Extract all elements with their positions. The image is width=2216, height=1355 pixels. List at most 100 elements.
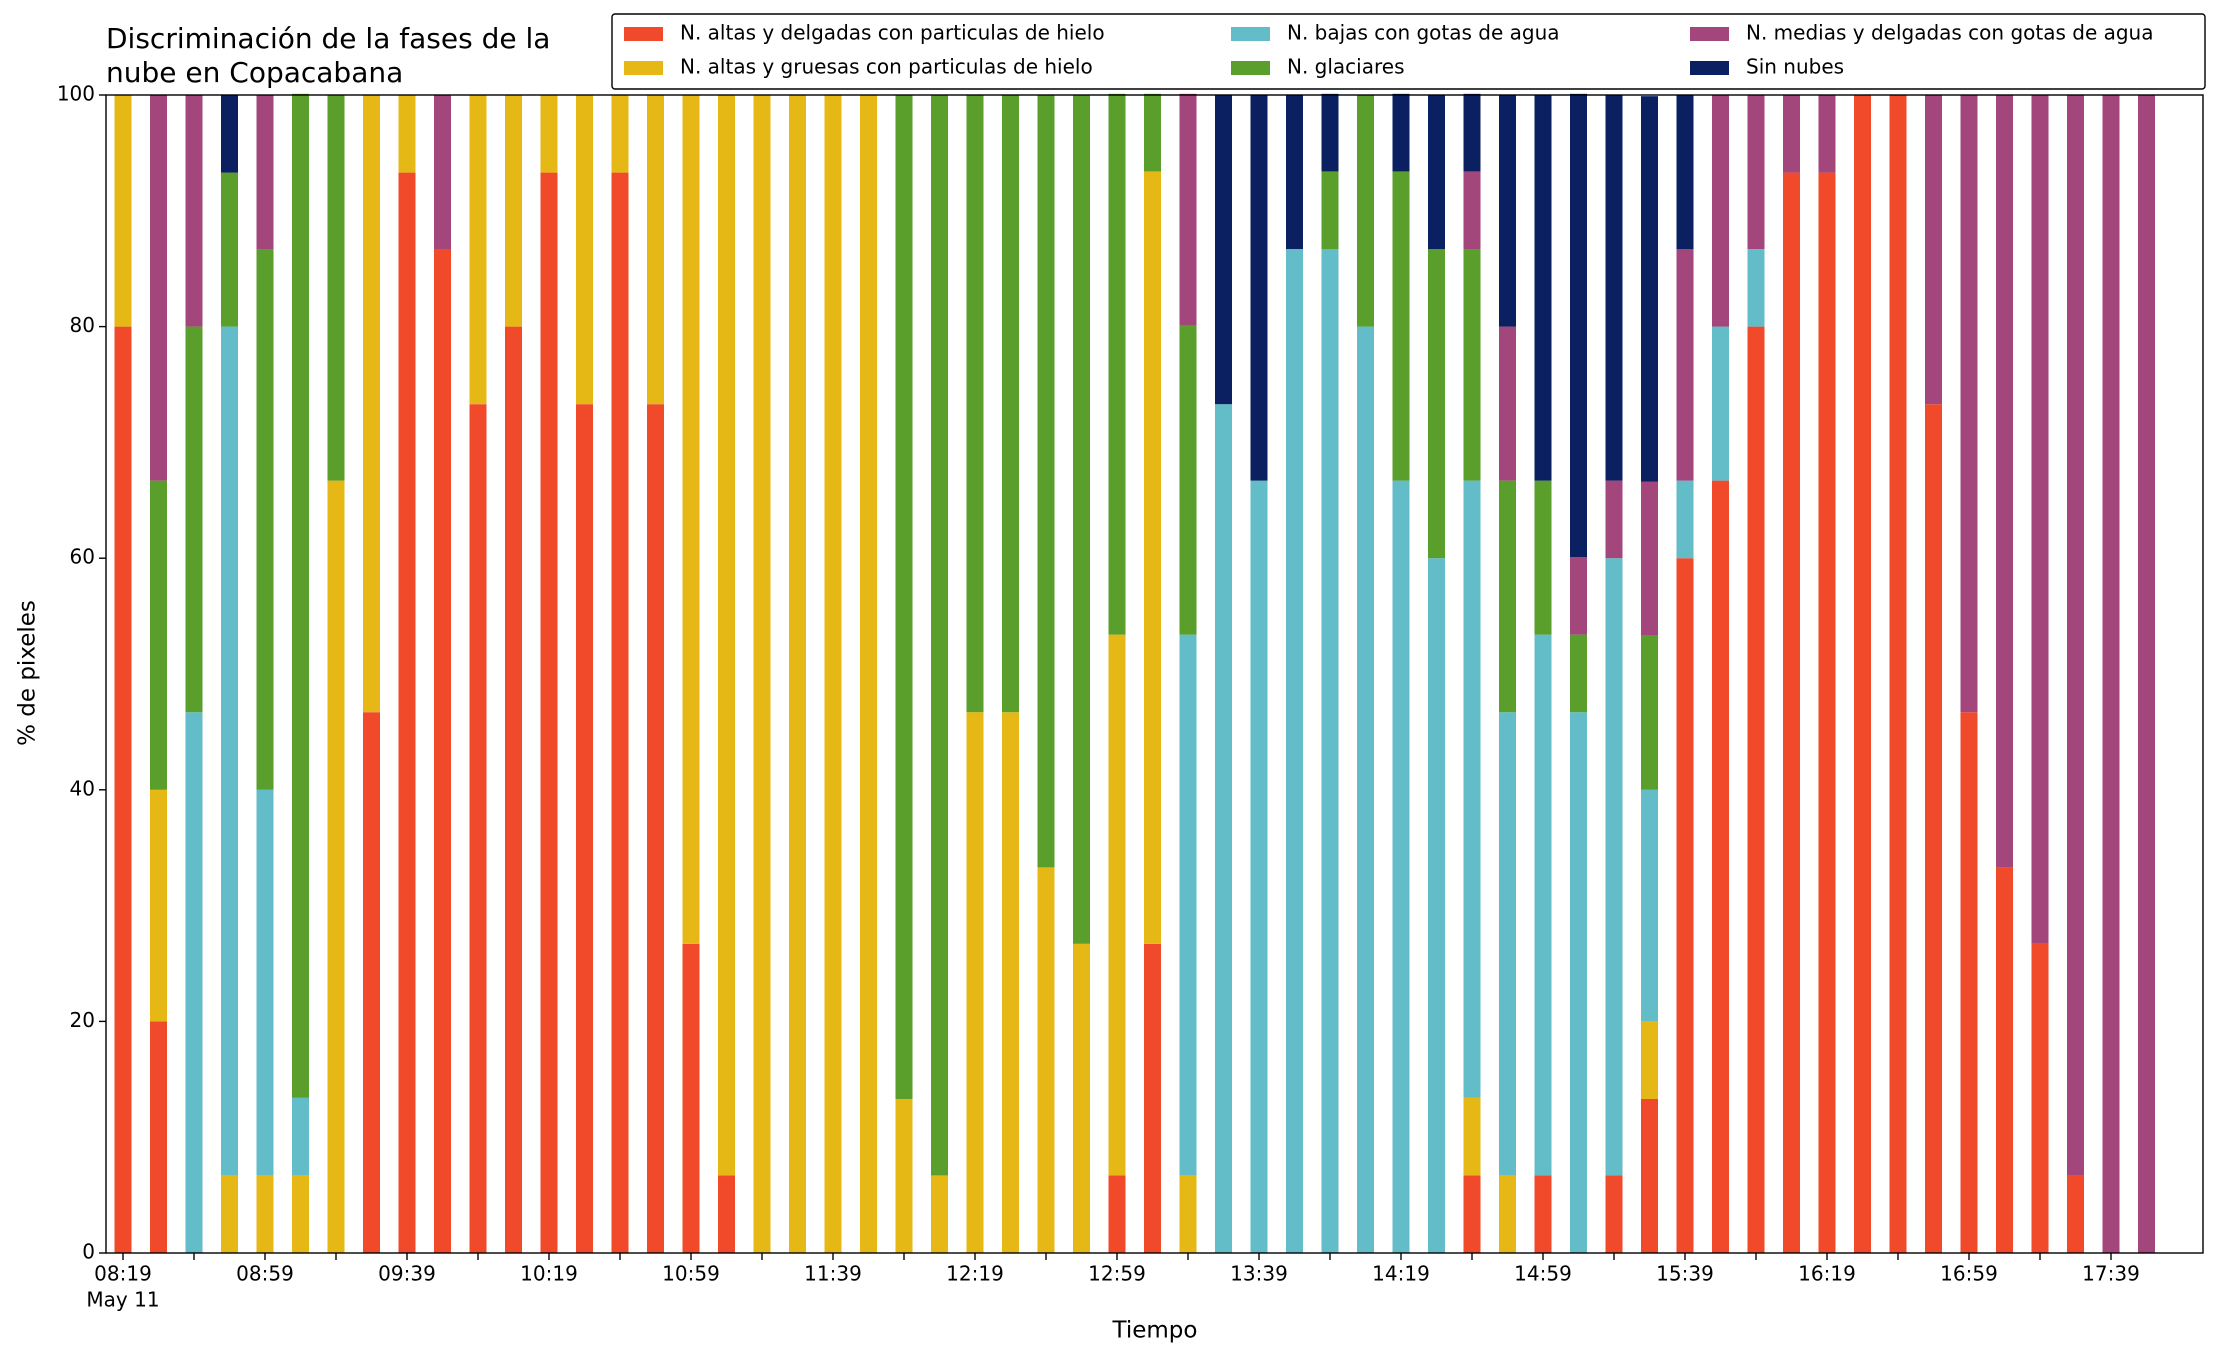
legend-label: N. bajas con gotas de agua bbox=[1287, 21, 1560, 45]
bar-segment bbox=[150, 789, 167, 1022]
bar-segment bbox=[1605, 95, 1623, 481]
bar-segment bbox=[1428, 249, 1445, 559]
bar-segment bbox=[398, 95, 416, 173]
bar-segment bbox=[1641, 635, 1658, 790]
bar-segment bbox=[1747, 326, 1765, 1254]
bar-segment bbox=[469, 404, 487, 1253]
y-tick-label: 60 bbox=[70, 545, 95, 569]
bar-segment bbox=[1996, 95, 2013, 868]
bar-segment bbox=[1925, 404, 1942, 1253]
bar-segment bbox=[1108, 634, 1126, 1176]
bar-segment bbox=[505, 326, 522, 1254]
legend-swatch bbox=[1231, 61, 1270, 75]
bar-segment bbox=[1676, 558, 1694, 1253]
bar-segment bbox=[1321, 171, 1339, 250]
bar-segment bbox=[1499, 1175, 1516, 1253]
legend-swatch bbox=[624, 61, 663, 75]
legend-label: N. altas y gruesas con particulas de hie… bbox=[680, 55, 1093, 79]
bar-segment bbox=[1321, 93, 1339, 172]
bar-segment bbox=[2067, 1175, 2084, 1253]
bar-segment bbox=[1641, 96, 1658, 482]
bar-segment bbox=[2031, 95, 2049, 944]
bar-segment bbox=[114, 326, 132, 1254]
bar-segment bbox=[114, 95, 132, 327]
bar-segment bbox=[1712, 326, 1729, 481]
x-tick-label: 16:59 bbox=[1940, 1262, 1998, 1286]
bar-segment bbox=[1357, 95, 1374, 327]
x-tick-label: 11:39 bbox=[804, 1262, 862, 1286]
bar-segment bbox=[1641, 1021, 1658, 1099]
bar-segment bbox=[363, 95, 380, 713]
bar-segment bbox=[895, 95, 913, 1099]
bar-segment bbox=[1144, 93, 1161, 172]
legend-label: N. medias y delgadas con gotas de agua bbox=[1746, 21, 2154, 45]
bar-segment bbox=[1605, 480, 1623, 559]
bar-segment bbox=[1712, 95, 1729, 327]
bar-segment bbox=[966, 95, 984, 713]
bar-segment bbox=[1783, 172, 1800, 1254]
bar-segment bbox=[931, 95, 948, 1176]
bar-segment bbox=[753, 95, 771, 1253]
bar-segment bbox=[327, 95, 345, 481]
bar-segment bbox=[469, 95, 487, 405]
bar-segment bbox=[1960, 95, 1978, 713]
bar-segment bbox=[966, 712, 984, 1253]
bar-segment bbox=[1712, 480, 1729, 1253]
bar-segment bbox=[221, 95, 238, 173]
bar-segment bbox=[1215, 404, 1232, 1253]
bar-segment bbox=[1002, 95, 1019, 713]
x-tick-label: 08:59 bbox=[236, 1262, 294, 1286]
bar-segment bbox=[1108, 1175, 1126, 1253]
bar-segment bbox=[824, 95, 842, 1253]
bar-segment bbox=[1605, 1175, 1623, 1253]
legend-label: Sin nubes bbox=[1746, 55, 1844, 79]
bar-segment bbox=[718, 1175, 735, 1253]
bar-segment bbox=[1960, 712, 1978, 1253]
bar-segment bbox=[185, 95, 203, 327]
bar-segment bbox=[1996, 867, 2013, 1253]
x-tick-label: 17:39 bbox=[2082, 1262, 2140, 1286]
bar-segment bbox=[1783, 95, 1800, 173]
bar-segment bbox=[647, 404, 664, 1253]
bar-segment bbox=[1073, 943, 1090, 1253]
y-tick-label: 100 bbox=[57, 82, 95, 106]
x-tick-label: 10:59 bbox=[662, 1262, 720, 1286]
bar-segment bbox=[327, 480, 345, 1253]
legend-label: N. glaciares bbox=[1287, 55, 1405, 79]
bar-segment bbox=[1321, 249, 1339, 1253]
bar-segment bbox=[434, 249, 451, 1253]
bar-segment bbox=[1499, 95, 1516, 327]
chart-title: Discriminación de la fases de la bbox=[106, 22, 550, 55]
bar-segment bbox=[1534, 480, 1552, 635]
bar-segment bbox=[1179, 325, 1197, 635]
bar-segment bbox=[1641, 1098, 1658, 1253]
bar-segment bbox=[576, 404, 593, 1253]
legend-swatch bbox=[1690, 27, 1729, 41]
legend-swatch bbox=[624, 27, 663, 41]
bar-segment bbox=[1179, 1175, 1197, 1253]
bar-segment bbox=[2102, 95, 2120, 1253]
bar-segment bbox=[1676, 95, 1694, 250]
chart-title: nube en Copacabana bbox=[106, 56, 403, 89]
bar-segment bbox=[647, 95, 664, 405]
bar-segment bbox=[1605, 558, 1623, 1176]
bar-segment bbox=[1570, 557, 1587, 635]
x-tick-label: 16:19 bbox=[1798, 1262, 1856, 1286]
bar-segment bbox=[292, 1175, 309, 1253]
bar-segment bbox=[576, 95, 593, 405]
bar-segment bbox=[256, 789, 274, 1176]
legend-box bbox=[611, 13, 2206, 90]
bar-segment bbox=[1463, 93, 1481, 172]
bar-segment bbox=[1534, 634, 1552, 1176]
bar-segment bbox=[540, 95, 558, 173]
bar-segment bbox=[1073, 95, 1090, 944]
bar-segment bbox=[1037, 95, 1055, 868]
x-tick-label: 10:19 bbox=[520, 1262, 578, 1286]
bar-segment bbox=[505, 95, 522, 327]
bar-segment bbox=[1250, 95, 1268, 481]
bar-segment bbox=[1428, 95, 1445, 250]
x-tick-label: 13:39 bbox=[1230, 1262, 1288, 1286]
bar-segment bbox=[1747, 249, 1765, 327]
legend-label: N. altas y delgadas con particulas de hi… bbox=[680, 21, 1105, 45]
bar-segment bbox=[221, 172, 238, 327]
